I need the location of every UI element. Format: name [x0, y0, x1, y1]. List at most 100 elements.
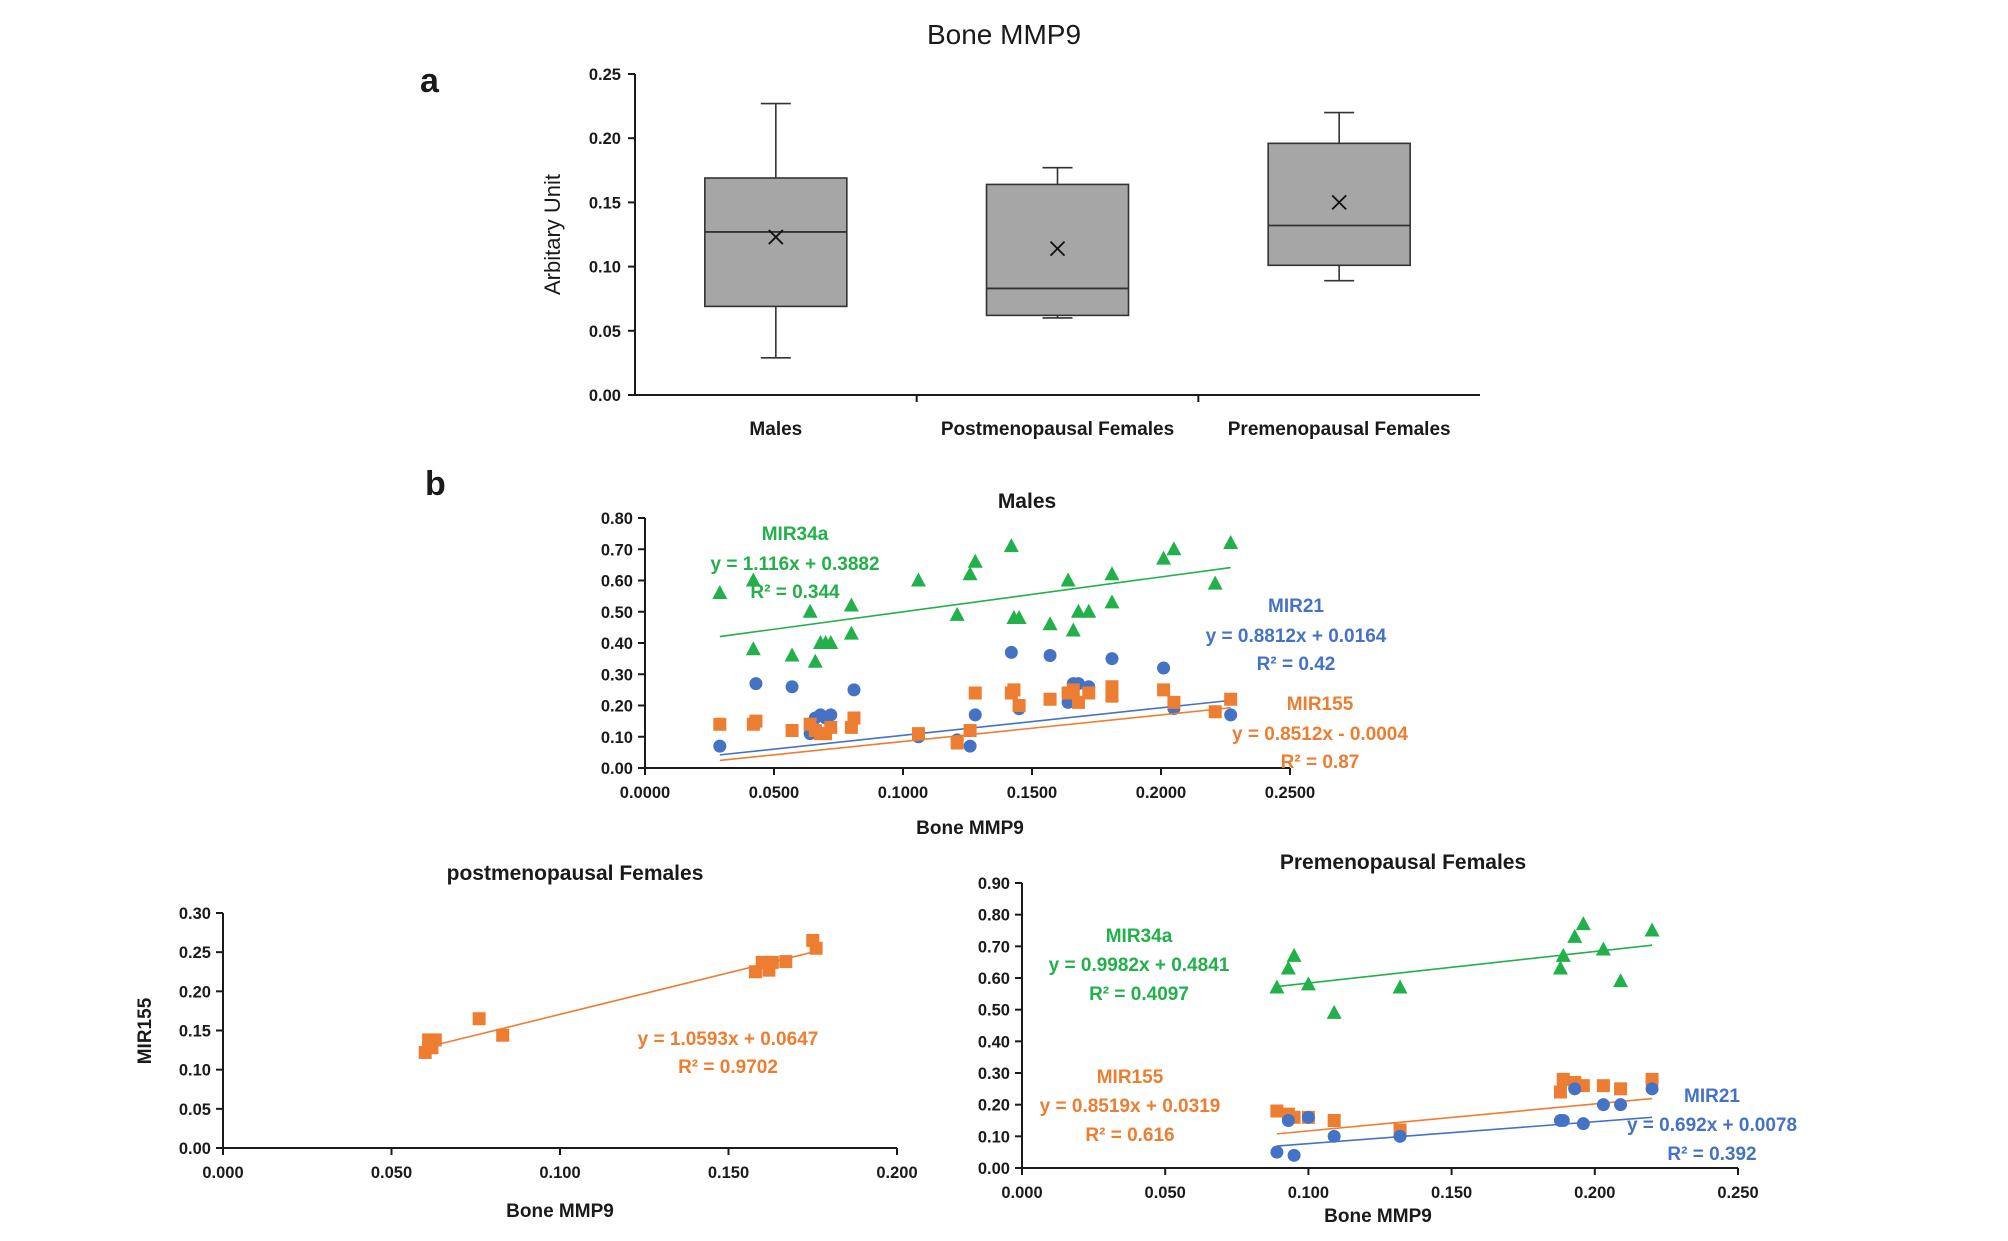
data-point [1060, 572, 1076, 587]
data-point [765, 955, 779, 969]
data-point [1012, 699, 1026, 712]
figure-title: Bone MMP9 [927, 19, 1081, 50]
data-point [824, 708, 838, 722]
y-tick-label: 0.10 [601, 729, 633, 747]
data-point [1553, 1085, 1567, 1099]
data-point [712, 585, 728, 599]
mean-marker [1049, 240, 1066, 257]
data-point [1011, 610, 1027, 624]
data-point [847, 683, 861, 697]
data-point [963, 739, 977, 753]
data-point [785, 724, 799, 737]
x-tick-label: 0.100 [539, 1164, 580, 1182]
y-tick-label: 0.20 [179, 983, 211, 1001]
data-point [1286, 947, 1302, 962]
data-point [1595, 941, 1611, 956]
trend-equation: y = 0.8512x - 0.0004 [1232, 724, 1408, 745]
trend-equation: y = 0.9982x + 0.4841 [1049, 955, 1230, 976]
box-group [985, 166, 1130, 319]
iqr-box [1267, 142, 1411, 267]
premenopausal-scatter-chart: Premenopausal Females 0.00 0.10 0.20 0.30 0.4… [978, 851, 1797, 1227]
x-tick-label: 0.150 [1431, 1184, 1472, 1202]
x-tick-label: 0.2000 [1136, 784, 1186, 802]
category-label: Postmenopausal Females [941, 419, 1174, 440]
y-tick-label: 0.15 [589, 194, 621, 212]
data-point [713, 717, 727, 731]
trend-equation: y = 1.0593x + 0.0647 [638, 1029, 819, 1050]
data-point [1556, 1114, 1570, 1127]
y-tick-label: 0.50 [601, 604, 633, 622]
y-tick-label: 0.00 [978, 1160, 1010, 1178]
data-point [1552, 960, 1568, 975]
y-tick-label: 0.60 [601, 573, 633, 591]
data-point [807, 653, 823, 668]
trend-equation: y = 0.692x + 0.0078 [1627, 1115, 1797, 1136]
data-point [1003, 538, 1019, 553]
panel-a-letter: a [420, 62, 440, 100]
mean-marker [768, 229, 784, 245]
y-tick-label: 0.10 [589, 259, 621, 277]
data-point [967, 553, 983, 568]
x-tick-label: 0.000 [1001, 1184, 1042, 1202]
y-tick-label: 0.15 [179, 1023, 211, 1041]
data-point [1066, 683, 1080, 697]
r-squared-label: R² = 0.42 [1257, 654, 1336, 675]
data-point [968, 708, 982, 722]
series-name-label: MIR21 [1268, 596, 1324, 617]
data-point [1157, 661, 1171, 675]
series-mir155 [713, 680, 1238, 762]
x-tick-label: 0.0000 [620, 784, 670, 802]
data-point [1207, 575, 1223, 590]
y-tick-label: 0.70 [601, 541, 633, 559]
panel-b-letter: b [425, 465, 446, 503]
data-point [1392, 979, 1408, 994]
x-axis-label: Bone MMP9 [506, 1201, 614, 1222]
postmenopausal-scatter-chart: postmenopausal Females 0.00 0.05 0.10 0.15 0.… [135, 862, 918, 1222]
chart-title: postmenopausal Females [447, 862, 704, 885]
y-tick-label: 0.40 [601, 635, 633, 653]
data-point [496, 1028, 510, 1042]
data-point [1167, 695, 1181, 709]
data-point [823, 635, 839, 649]
x-tick-label: 0.2500 [1265, 784, 1315, 802]
y-tick-label: 0.30 [601, 666, 633, 684]
x-tick-label: 0.100 [1288, 1184, 1329, 1202]
series-name-label: MIR34a [1106, 926, 1173, 947]
data-point [1575, 916, 1591, 931]
data-point [1645, 1072, 1659, 1086]
data-point [745, 572, 761, 587]
data-point [1596, 1079, 1610, 1093]
box-group [1267, 111, 1411, 282]
data-point [1082, 686, 1096, 700]
y-tick-label: 0.60 [978, 970, 1010, 988]
data-point [910, 572, 926, 587]
data-point [809, 941, 823, 955]
y-tick-label: 0.80 [978, 907, 1010, 925]
series-name-label: MIR155 [1287, 694, 1354, 715]
data-point [1043, 692, 1057, 706]
data-point [1327, 1129, 1341, 1143]
data-point [962, 566, 978, 581]
data-point [1287, 1148, 1301, 1162]
y-tick-label: 0.00 [589, 387, 621, 405]
y-tick-label: 0.90 [978, 875, 1010, 893]
trend-equation: y = 0.8519x + 0.0319 [1040, 1096, 1221, 1117]
data-point [847, 711, 861, 725]
data-point [1156, 550, 1172, 565]
y-tick-label: 0.25 [589, 66, 621, 84]
trendline [719, 566, 1231, 638]
y-tick-label: 0.25 [179, 944, 211, 962]
y-tick-label: 0.05 [589, 323, 621, 341]
data-point [1614, 1082, 1628, 1096]
data-point [1043, 649, 1057, 662]
series-name-label: MIR21 [1684, 1086, 1740, 1107]
data-point [1224, 708, 1238, 722]
y-tick-label: 0.10 [978, 1128, 1010, 1146]
boxplot-chart: 0.00 0.05 0.10 0.15 0.20 0.25 Males Postmenopau… [540, 66, 1480, 440]
males-scatter-chart: Males 0.00 0.10 0.20 0.30 0.40 0.50 0.60 0.70 0.8… [601, 490, 1409, 839]
x-tick-label: 0.200 [1574, 1184, 1615, 1202]
data-point [1270, 1145, 1284, 1159]
series-mir34a [712, 535, 1239, 668]
data-point [1613, 973, 1629, 988]
